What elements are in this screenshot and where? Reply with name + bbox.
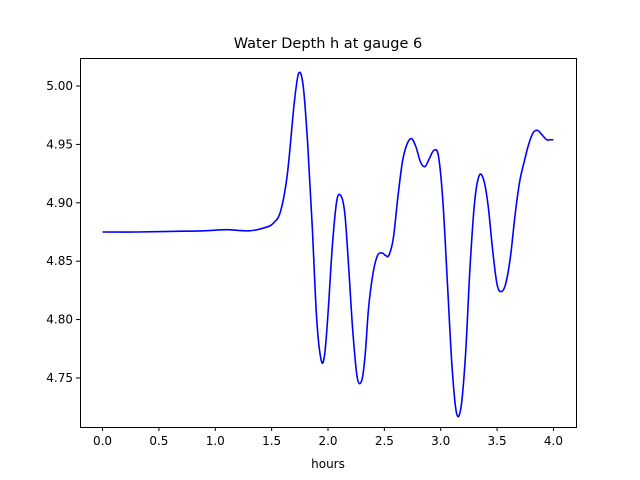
x-tick-label: 1.0 (206, 434, 225, 448)
y-axis-ticks: 4.75 4.80 4.85 4.90 4.95 5.00 (46, 79, 80, 385)
x-axis-label: hours (311, 457, 345, 471)
x-tick-label: 4.0 (544, 434, 563, 448)
x-tick-label: 2.0 (318, 434, 337, 448)
x-tick-label: 0.5 (149, 434, 168, 448)
y-tick-label: 5.00 (46, 79, 73, 93)
y-tick-label: 4.95 (46, 137, 73, 151)
plot-series (102, 71, 554, 418)
y-tick-label: 4.85 (46, 254, 73, 268)
chart-title: Water Depth h at gauge 6 (234, 36, 422, 52)
series-line-0 (102, 71, 554, 418)
plot-area-frame (80, 58, 577, 428)
x-tick-label: 3.5 (488, 434, 507, 448)
x-axis-ticks: 0.0 0.5 1.0 1.5 2.0 2.5 3.0 3.5 4.0 (93, 427, 563, 448)
x-tick-label: 0.0 (93, 434, 112, 448)
y-tick-label: 4.80 (46, 313, 73, 327)
x-tick-label: 3.0 (431, 434, 450, 448)
y-tick-label: 4.90 (46, 196, 73, 210)
x-tick-label: 2.5 (375, 434, 394, 448)
x-tick-label: 1.5 (262, 434, 281, 448)
y-tick-label: 4.75 (46, 371, 73, 385)
